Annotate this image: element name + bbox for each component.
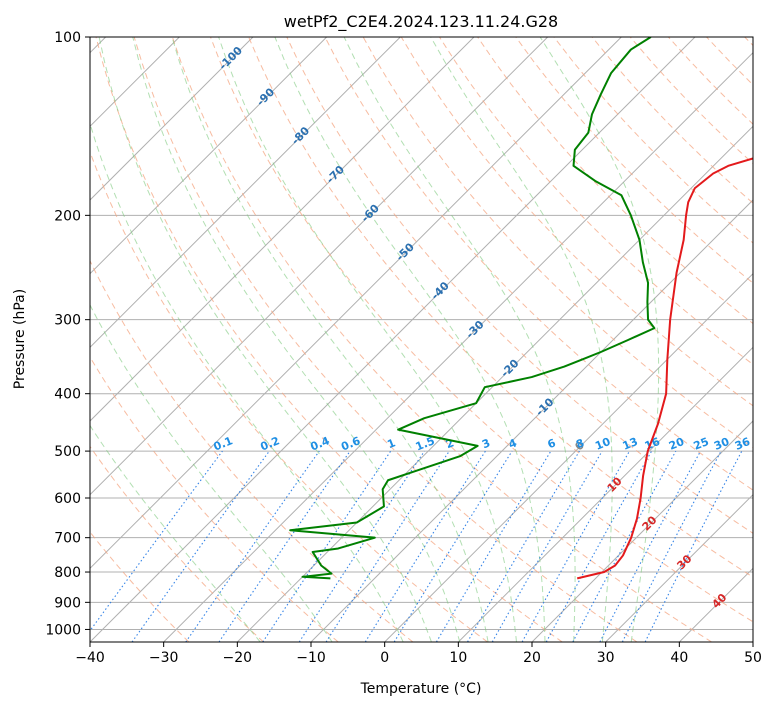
moist-adiabat: [98, 37, 432, 642]
isotherm-line: [90, 37, 475, 422]
mixing-ratio-label: 8: [574, 436, 586, 451]
dry-adiabat: [90, 356, 339, 642]
y-tick-label: 900: [54, 595, 81, 611]
y-tick-label: 1000: [45, 622, 81, 638]
isotherm-line: [90, 37, 696, 642]
dry-adiabat: [248, 37, 753, 578]
isotherm-line: [163, 51, 753, 642]
mixing-ratio-line: [262, 450, 392, 642]
mixing-ratio-line: [298, 450, 425, 642]
mixing-ratio-line: [131, 450, 270, 642]
mixing-ratio-line: [218, 450, 351, 642]
y-tick-label: 600: [54, 491, 81, 507]
mixing-ratio-line: [393, 450, 513, 642]
plot-area: -100-90-80-70-60-50-40-30-20-10010203040…: [90, 37, 753, 642]
x-axis: −40 −30 −20 −10 0 10 20 30 40 50: [75, 642, 762, 666]
y-tick-label: 500: [54, 444, 81, 460]
y-tick-label: 800: [54, 565, 81, 581]
y-axis: 100 200 300 400 500 600 700 800 900 1000: [45, 30, 90, 638]
dry-adiabat: [286, 37, 753, 534]
mixing-ratio-line: [90, 450, 223, 632]
dry-adiabat: [515, 37, 753, 284]
isotherm-line: [90, 37, 254, 201]
moist-adiabat: [171, 37, 489, 642]
mixing-ratio-label: 2: [444, 436, 456, 451]
moist-adiabat: [539, 37, 660, 642]
mixing-ratio-line: [325, 450, 450, 642]
isotherm-line: [90, 37, 401, 349]
dry-adiabat: [133, 37, 638, 642]
moist-adiabat: [132, 37, 461, 642]
y-tick-label: 400: [54, 387, 81, 403]
y-axis-label: Pressure (hPa): [12, 289, 28, 389]
mixing-ratio-line: [521, 450, 630, 642]
moist-adiabat: [343, 37, 576, 642]
dry-adiabat: [324, 37, 753, 491]
mixing-ratio-label: 10: [593, 435, 612, 453]
x-tick-label: −40: [75, 650, 105, 666]
isotherm-line: [90, 37, 622, 570]
plot-frame: [89, 36, 754, 643]
mixing-ratio-label: 25: [692, 435, 711, 453]
dry-adiabat: [210, 37, 753, 623]
mixing-ratio-label: 13: [621, 435, 640, 453]
chart-title: wetPf2_C2E4.2024.123.11.24.G28: [284, 12, 558, 32]
x-tick-label: −30: [149, 650, 179, 666]
y-tick-label: 200: [54, 208, 81, 224]
temperature-profile-line: [576, 157, 753, 580]
dry-adiabat: [90, 259, 414, 642]
moist-adiabat: [90, 424, 261, 642]
mixing-ratio-line: [572, 450, 677, 642]
x-tick-label: 0: [380, 650, 389, 666]
isotherm-line: [531, 420, 753, 642]
x-tick-label: 20: [523, 650, 541, 666]
mixing-ratio-line: [644, 450, 743, 642]
mixing-ratio-label: 20: [667, 435, 686, 453]
moist-adiabat: [90, 303, 333, 642]
dry-adiabat: [95, 37, 563, 642]
mixing-ratio-label: 36: [733, 435, 752, 453]
mixing-ratio-line: [545, 450, 653, 642]
moist-adiabat: [90, 121, 404, 642]
moist-adiabat: [274, 37, 546, 642]
mixing-ratio-label: 16: [643, 435, 662, 453]
mixing-ratio-label: 3: [480, 436, 492, 451]
isotherm-line: [384, 272, 753, 642]
y-tick-label: 300: [54, 313, 81, 329]
x-tick-label: 40: [670, 650, 688, 666]
x-tick-label: −10: [296, 650, 326, 666]
isotherm-line: [90, 37, 549, 496]
mixing-ratio-label: 30: [712, 435, 731, 453]
mixing-ratio-line: [185, 450, 320, 642]
y-tick-label: 100: [54, 30, 81, 46]
x-tick-label: 50: [744, 650, 762, 666]
dry-adiabat: [171, 37, 712, 642]
dewpoint-profile-line: [289, 37, 656, 580]
x-axis-label: Temperature (°C): [360, 681, 482, 697]
mixing-ratio-label: 1: [385, 436, 397, 451]
x-tick-label: 10: [449, 650, 467, 666]
isotherm-line: [605, 493, 753, 642]
dry-adiabat: [90, 445, 264, 642]
y-tick-label: 700: [54, 531, 81, 547]
moist-adiabat: [218, 37, 518, 642]
isotherm-line: [236, 125, 753, 642]
moist-adiabat: [430, 37, 613, 642]
isotherm-line: [457, 346, 753, 642]
x-tick-label: 30: [597, 650, 615, 666]
x-tick-label: −20: [223, 650, 253, 666]
isotherm-line: [90, 37, 328, 275]
